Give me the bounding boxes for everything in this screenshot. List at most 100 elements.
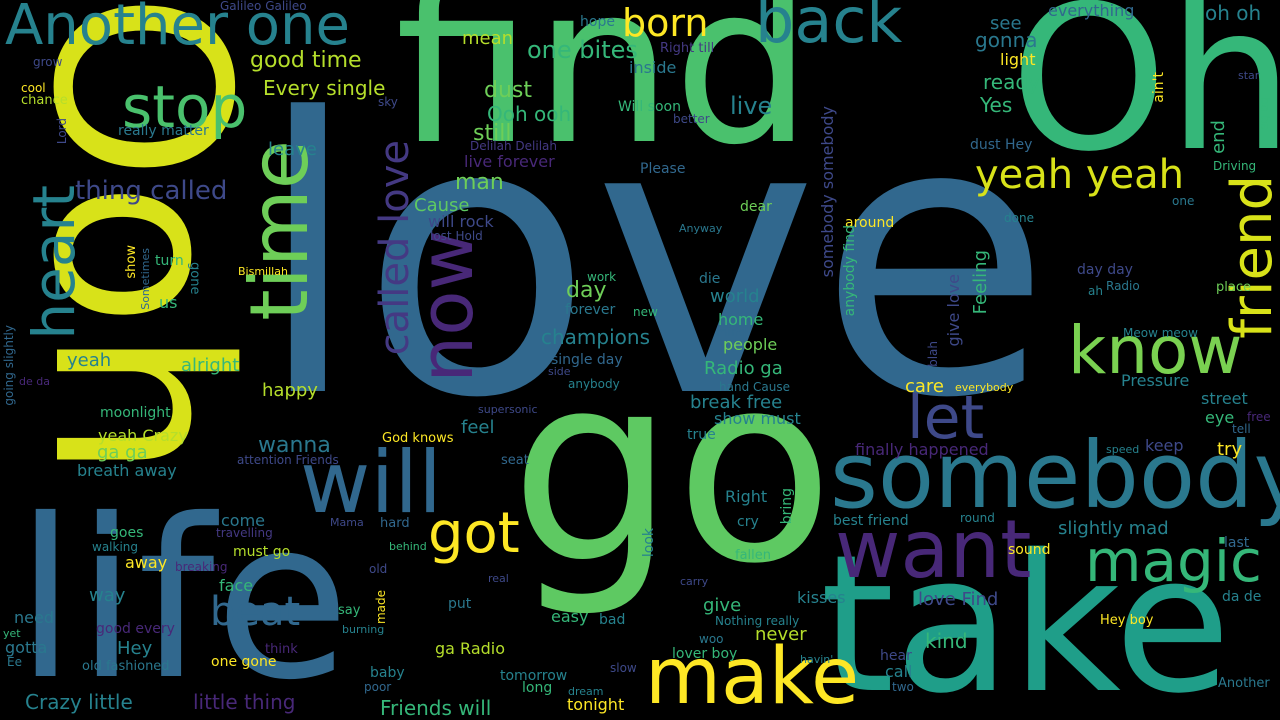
- word-feel: feel: [461, 417, 495, 438]
- word-woo: woo: [699, 632, 724, 646]
- word-light: light: [1000, 50, 1036, 69]
- word-da-de: da de: [1222, 589, 1262, 605]
- word-day-day: day day: [1077, 262, 1133, 278]
- word-dust: dust: [484, 78, 532, 103]
- word-somebody-somebody: somebody somebody: [818, 106, 837, 278]
- word-poor: poor: [364, 680, 392, 694]
- word-see: see: [990, 13, 1022, 34]
- word-street: street: [1201, 389, 1248, 408]
- word-hard: hard: [380, 516, 410, 531]
- word-somebody: somebody: [830, 422, 1280, 529]
- word-look: look: [641, 528, 657, 558]
- word-bad: bad: [599, 612, 626, 628]
- word-ready: ready: [983, 70, 1040, 94]
- word-oh: Oh: [1010, 0, 1280, 196]
- word-work: work: [587, 270, 617, 284]
- word-tonight: tonight: [567, 695, 625, 714]
- word-one-bites: one bites: [527, 36, 638, 64]
- word-sky: sky: [378, 95, 398, 109]
- word-attention-friends: attention Friends: [237, 453, 339, 467]
- word-dream: dream: [568, 685, 604, 698]
- word-ga-ga: ga ga: [97, 442, 148, 463]
- word-born: born: [622, 1, 709, 45]
- word-driving: Driving: [1213, 159, 1257, 173]
- word-hey: Hey: [117, 638, 153, 659]
- word-delilah: Delilah Delilah: [470, 139, 557, 153]
- word-know: know: [1068, 312, 1243, 389]
- word-little-thing: little thing: [193, 690, 296, 714]
- word-cool: cool: [21, 81, 46, 95]
- word-still: still: [473, 121, 512, 146]
- word-must-go: must go: [233, 544, 291, 560]
- word-mama: Mama: [330, 516, 364, 529]
- word-around: around: [845, 215, 895, 231]
- word-away: away: [125, 553, 168, 572]
- word-show: show: [124, 245, 139, 279]
- word-wanna: wanna: [258, 433, 331, 458]
- word-last: last: [1224, 535, 1250, 551]
- word-place: place: [1216, 280, 1251, 295]
- word-love: love: [255, 38, 1052, 481]
- word-heart: heart: [20, 185, 88, 340]
- word-two: two: [892, 680, 914, 694]
- word-meow-meow: Meow meow: [1123, 326, 1198, 340]
- word-true: true: [687, 427, 716, 443]
- word-yes: Yes: [980, 93, 1013, 117]
- word-home: home: [718, 310, 764, 329]
- word-anybody-find: anybody find: [842, 225, 858, 317]
- word-ga-radio: ga Radio: [435, 639, 506, 658]
- word-sometimes: Sometimes: [139, 248, 152, 310]
- word-yeah-yeah: yeah yeah: [975, 152, 1185, 198]
- word-life: life: [15, 472, 351, 720]
- word-come: come: [221, 511, 266, 530]
- word-now: now: [404, 230, 490, 383]
- word-love-find: love Find: [918, 589, 999, 610]
- word-going-slightly: going slightly: [2, 325, 16, 406]
- word-man: man: [455, 170, 504, 195]
- word-aint: ain't: [1151, 72, 1167, 103]
- word-slightly-mad: slightly mad: [1058, 518, 1169, 539]
- word-another-one: Another one: [5, 0, 350, 58]
- word-break-free: break free: [690, 392, 783, 413]
- word-good-time: good time: [250, 48, 362, 73]
- word-radio: Radio: [1106, 279, 1140, 293]
- word-find: find: [395, 0, 813, 193]
- word-give-love: give love: [944, 274, 963, 347]
- word-de-da: de da: [19, 375, 50, 388]
- word-forever: forever: [565, 302, 616, 318]
- word-kind: kind: [925, 629, 968, 653]
- word-moonlight: moonlight: [100, 405, 171, 421]
- word-better: better: [673, 112, 710, 126]
- word-friends-will: Friends will: [380, 696, 492, 720]
- word-real: real: [488, 572, 509, 585]
- word-ee: Ee: [7, 655, 22, 669]
- word-people: people: [723, 335, 778, 354]
- word-new: new: [633, 305, 658, 319]
- word-feeling: Feeling: [970, 250, 991, 315]
- word-bring: bring: [779, 488, 795, 525]
- word-gotta: gotta: [5, 638, 48, 657]
- word-grow: grow: [33, 55, 63, 69]
- word-really-matter: really matter: [118, 123, 209, 139]
- word-let: let: [907, 383, 985, 453]
- word-live-forever: live forever: [464, 152, 555, 171]
- word-round: round: [960, 511, 995, 525]
- word-lord: Lord: [55, 118, 69, 145]
- word-inside: inside: [629, 58, 677, 77]
- word-say: say: [338, 603, 361, 618]
- word-tell: tell: [1232, 422, 1251, 436]
- word-yeah: yeah: [67, 350, 112, 371]
- word-magic: magic: [1085, 527, 1262, 595]
- word-blah: blah: [926, 341, 940, 367]
- word-beat: beat: [210, 589, 301, 635]
- word-one: one: [1172, 194, 1195, 208]
- word-gonna: gonna: [975, 28, 1038, 52]
- word-made: made: [374, 590, 388, 625]
- word-gone: gone: [187, 262, 202, 295]
- word-try: try: [1217, 439, 1243, 460]
- word-long: long: [522, 680, 553, 696]
- word-ah: ah: [1088, 284, 1103, 298]
- word-champions: champions: [541, 325, 650, 349]
- word-alright: alright: [181, 355, 240, 376]
